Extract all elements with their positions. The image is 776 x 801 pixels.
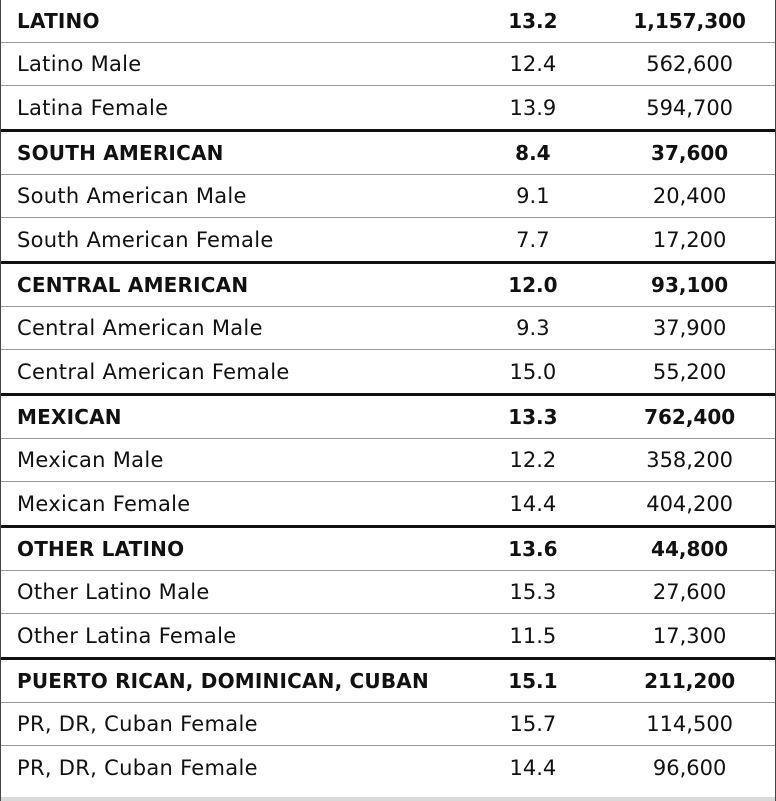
row-rate: 12.2 <box>509 448 557 472</box>
row-rate: 15.3 <box>509 580 557 604</box>
row-label: Central American Female <box>17 359 290 384</box>
table-row: Mexican Female 14.4 404,200 <box>1 482 775 525</box>
row-count: 17,300 <box>652 623 727 648</box>
table-row: Other Latino Male 15.3 27,600 <box>1 571 775 614</box>
row-label: Other Latina Female <box>17 623 237 648</box>
group-count: 44,800 <box>651 537 729 561</box>
table-row: South American Male 9.1 20,400 <box>1 175 775 218</box>
group-label: LATINO <box>17 9 100 33</box>
group-header-row: MEXICAN 13.3 762,400 <box>1 396 775 439</box>
group-count: 762,400 <box>644 405 736 429</box>
group-rate: 13.3 <box>508 405 558 429</box>
group-header-row: SOUTH AMERICAN 8.4 37,600 <box>1 132 775 175</box>
group-header-row: PUERTO RICAN, DOMINICAN, CUBAN 15.1 211,… <box>1 660 775 703</box>
group-header-row: OTHER LATINO 13.6 44,800 <box>1 528 775 571</box>
row-count: 55,200 <box>652 359 727 384</box>
row-rate: 15.0 <box>509 359 557 384</box>
table-row: Latina Female 13.9 594,700 <box>1 86 775 129</box>
row-count: 27,600 <box>652 580 727 604</box>
row-label: Mexican Female <box>17 491 191 516</box>
group-rate: 13.2 <box>508 9 558 33</box>
group-header-row: LATINO 13.2 1,157,300 <box>1 0 775 43</box>
row-rate: 7.7 <box>516 227 550 252</box>
row-rate: 9.3 <box>516 316 550 340</box>
table-row: PR, DR, Cuban Female 14.4 96,600 <box>1 746 775 789</box>
group-label: SOUTH AMERICAN <box>17 141 224 165</box>
group-mexican: MEXICAN 13.3 762,400 Mexican Male 12.2 3… <box>1 393 775 525</box>
table-row: Central American Male 9.3 37,900 <box>1 307 775 350</box>
group-count: 1,157,300 <box>633 9 746 33</box>
row-label: PR, DR, Cuban Female <box>17 712 258 736</box>
row-count: 594,700 <box>646 95 734 120</box>
row-label: South American Female <box>17 227 274 252</box>
group-rate: 15.1 <box>508 669 558 693</box>
bottom-divider <box>1 797 775 801</box>
row-label: South American Male <box>17 184 247 208</box>
group-latino: LATINO 13.2 1,157,300 Latino Male 12.4 5… <box>1 0 775 129</box>
row-count: 17,200 <box>652 227 727 252</box>
row-count: 358,200 <box>646 448 734 472</box>
row-count: 37,900 <box>652 316 727 340</box>
row-rate: 9.1 <box>516 184 550 208</box>
group-other-latino: OTHER LATINO 13.6 44,800 Other Latino Ma… <box>1 525 775 657</box>
row-rate: 14.4 <box>509 491 557 516</box>
row-rate: 15.7 <box>509 712 557 736</box>
row-label: PR, DR, Cuban Female <box>17 755 258 780</box>
group-puerto-rican-dominican-cuban: PUERTO RICAN, DOMINICAN, CUBAN 15.1 211,… <box>1 657 775 789</box>
row-rate: 13.9 <box>509 95 557 120</box>
row-count: 562,600 <box>646 52 734 76</box>
row-count: 20,400 <box>652 184 727 208</box>
table-row: Mexican Male 12.2 358,200 <box>1 439 775 482</box>
group-rate: 13.6 <box>508 537 558 561</box>
group-rate: 12.0 <box>508 273 558 297</box>
group-south-american: SOUTH AMERICAN 8.4 37,600 South American… <box>1 129 775 261</box>
group-count: 37,600 <box>651 141 729 165</box>
table-row: PR, DR, Cuban Female 15.7 114,500 <box>1 703 775 746</box>
row-rate: 11.5 <box>509 623 557 648</box>
row-rate: 14.4 <box>509 755 557 780</box>
group-count: 93,100 <box>651 273 729 297</box>
table-row: Latino Male 12.4 562,600 <box>1 43 775 86</box>
row-label: Latina Female <box>17 95 169 120</box>
row-label: Latino Male <box>17 52 142 76</box>
group-label: PUERTO RICAN, DOMINICAN, CUBAN <box>17 669 429 693</box>
table-row: Other Latina Female 11.5 17,300 <box>1 614 775 657</box>
group-label: MEXICAN <box>17 405 122 429</box>
row-count: 96,600 <box>652 755 727 780</box>
row-label: Central American Male <box>17 316 263 340</box>
row-count: 404,200 <box>646 491 734 516</box>
row-label: Other Latino Male <box>17 580 210 604</box>
table-row: South American Female 7.7 17,200 <box>1 218 775 261</box>
group-rate: 8.4 <box>515 141 551 165</box>
row-label: Mexican Male <box>17 448 164 472</box>
group-header-row: CENTRAL AMERICAN 12.0 93,100 <box>1 264 775 307</box>
row-count: 114,500 <box>646 712 734 736</box>
group-label: CENTRAL AMERICAN <box>17 273 249 297</box>
group-central-american: CENTRAL AMERICAN 12.0 93,100 Central Ame… <box>1 261 775 393</box>
group-count: 211,200 <box>644 669 736 693</box>
row-rate: 12.4 <box>509 52 557 76</box>
table-row: Central American Female 15.0 55,200 <box>1 350 775 393</box>
group-label: OTHER LATINO <box>17 537 185 561</box>
